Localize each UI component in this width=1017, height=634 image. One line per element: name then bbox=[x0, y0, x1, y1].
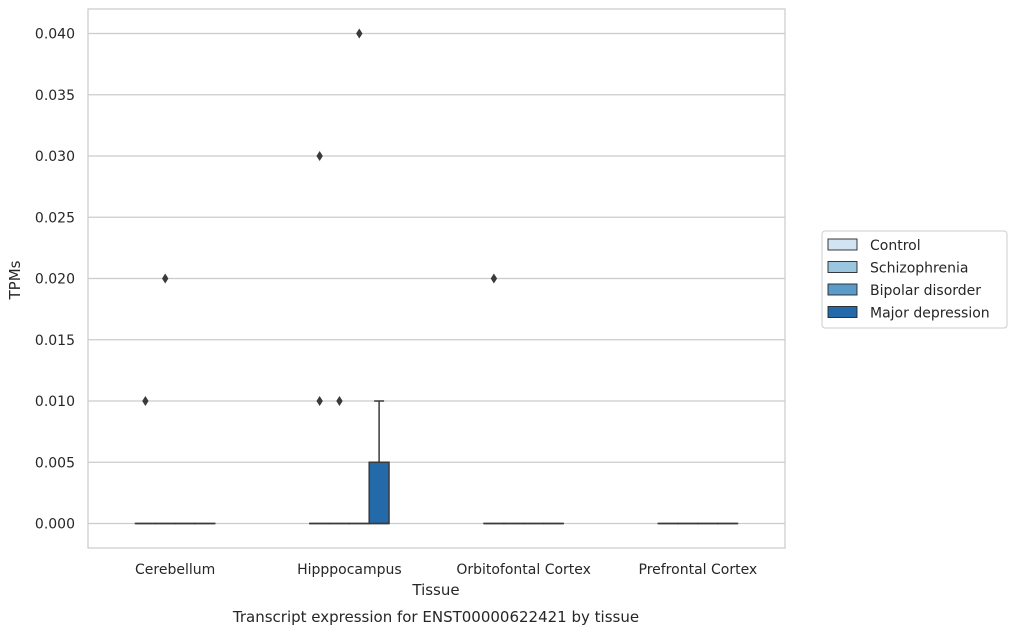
legend-swatch bbox=[827, 238, 858, 251]
series-control bbox=[134, 151, 679, 525]
y-tick-label: 0.015 bbox=[35, 333, 75, 349]
outlier-point bbox=[162, 273, 169, 284]
x-axis-title: Tissue bbox=[411, 581, 459, 599]
y-axis-title: TPMs bbox=[6, 260, 24, 300]
outlier-point bbox=[316, 396, 323, 406]
y-tick-label: 0.035 bbox=[35, 88, 75, 104]
y-tick-label: 0.000 bbox=[35, 517, 75, 533]
y-tick-label: 0.030 bbox=[35, 149, 75, 165]
x-tick-label: Prefrontal Cortex bbox=[639, 562, 758, 578]
x-tick-label: Hipppocampus bbox=[297, 562, 402, 578]
x-tick-label: Cerebellum bbox=[135, 562, 215, 578]
box-series bbox=[134, 28, 739, 525]
legend: Control Schizophrenia Bipolar disorder Majo… bbox=[821, 230, 1008, 329]
outlier-point bbox=[336, 396, 343, 406]
y-tick-label: 0.040 bbox=[35, 27, 75, 43]
x-axis-ticks: Cerebellum Hipppocampus Orbitofontal Corte… bbox=[135, 562, 757, 578]
outlier-point bbox=[356, 28, 363, 39]
outlier-point bbox=[490, 273, 498, 284]
legend-frame bbox=[821, 230, 1008, 329]
y-tick-label: 0.020 bbox=[35, 272, 75, 288]
legend-swatch bbox=[827, 261, 858, 273]
chart-caption: Transcript expression for ENST0000062242… bbox=[232, 608, 639, 626]
x-tick-label: Orbitofontal Cortex bbox=[456, 562, 591, 578]
y-tick-label: 0.005 bbox=[35, 455, 75, 471]
series-major-depression bbox=[194, 400, 739, 525]
series-schizophrenia bbox=[154, 273, 699, 525]
gridlines bbox=[88, 32, 785, 525]
y-tick-label: 0.010 bbox=[35, 394, 75, 410]
legend-label: Control bbox=[870, 238, 921, 254]
y-axis-ticks: 0.000 0.005 0.010 0.015 0.020 0.025 0.030 0.035… bbox=[35, 27, 75, 533]
legend-swatch bbox=[827, 306, 858, 318]
y-tick-label: 0.025 bbox=[35, 210, 75, 226]
plot-area-frame bbox=[87, 8, 786, 549]
box bbox=[368, 461, 390, 525]
legend-swatch bbox=[827, 283, 858, 296]
series-bipolar-disorder bbox=[174, 28, 719, 525]
outlier-point bbox=[316, 151, 323, 161]
legend-label: Schizophrenia bbox=[870, 261, 968, 277]
outlier-point bbox=[142, 396, 149, 406]
legend-label: Major depression bbox=[870, 306, 990, 322]
legend-label: Bipolar disorder bbox=[870, 283, 981, 299]
